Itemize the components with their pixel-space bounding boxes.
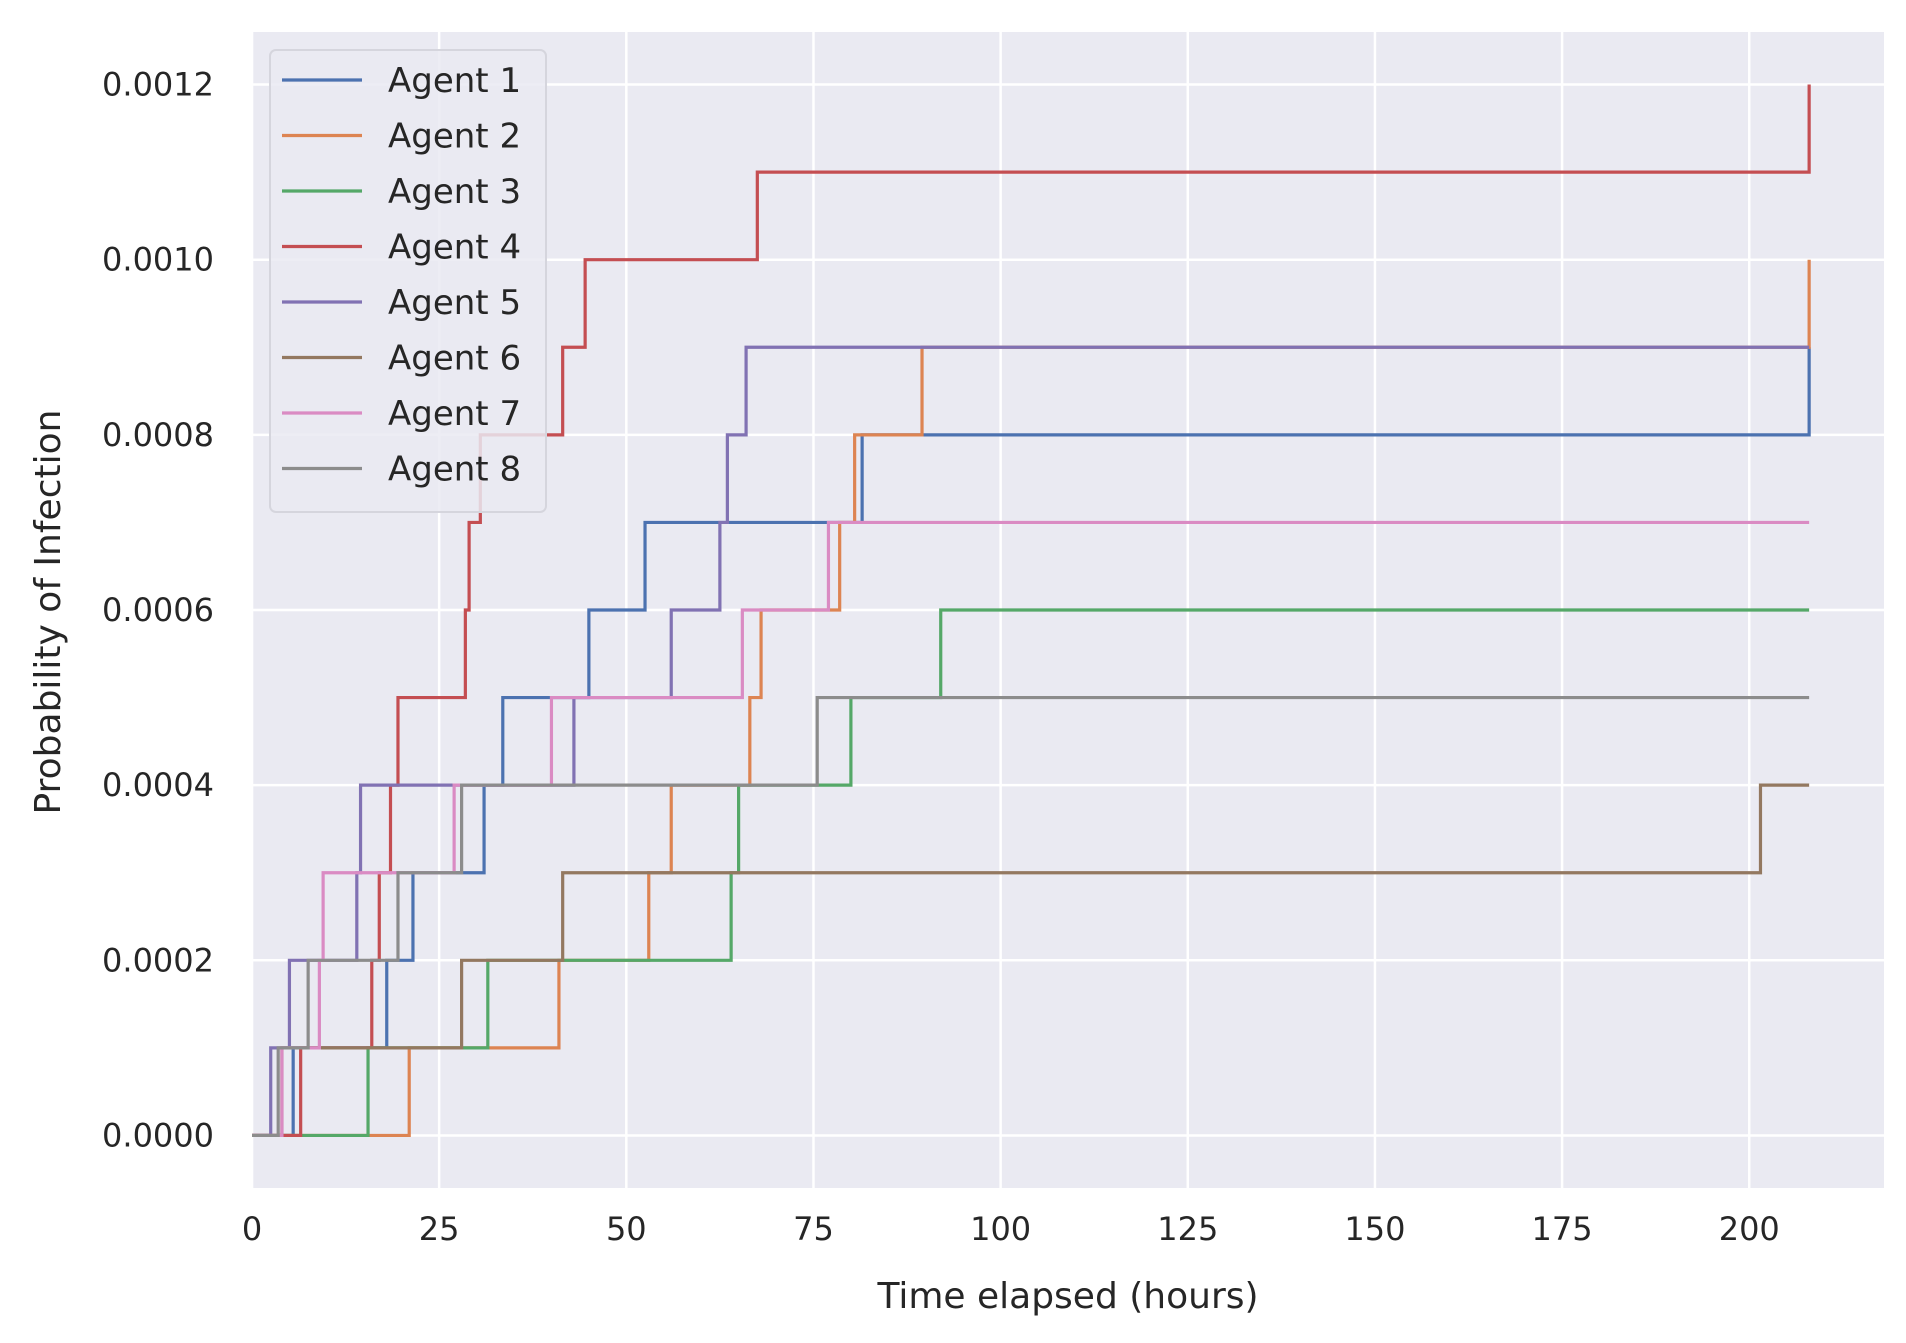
x-axis-title: Time elapsed (hours) [876, 1276, 1258, 1317]
x-tick-label: 50 [606, 1210, 647, 1248]
legend-label: Agent 6 [388, 339, 521, 379]
y-tick-label: 0.0006 [102, 591, 214, 629]
legend-label: Agent 5 [388, 283, 521, 323]
legend-label: Agent 3 [388, 172, 521, 212]
x-tick-label: 150 [1344, 1210, 1405, 1248]
legend-label: Agent 8 [388, 450, 521, 490]
x-tick-labels: 0 25 50 75 100 125 150 175 200 [242, 1210, 1780, 1248]
legend-label: Agent 4 [388, 228, 521, 268]
y-axis-title: Probability of Infection [28, 410, 69, 815]
x-tick-label: 75 [793, 1210, 834, 1248]
x-tick-label: 175 [1532, 1210, 1593, 1248]
y-tick-label: 0.0004 [102, 766, 214, 804]
legend-label: Agent 2 [388, 117, 521, 157]
x-tick-label: 25 [419, 1210, 460, 1248]
legend-label: Agent 7 [388, 394, 521, 434]
legend-label: Agent 1 [388, 61, 521, 101]
y-tick-label: 0.0012 [102, 66, 214, 104]
y-tick-label: 0.0002 [102, 941, 214, 979]
x-tick-label: 125 [1157, 1210, 1218, 1248]
y-tick-label: 0.0010 [102, 241, 214, 279]
x-tick-label: 100 [970, 1210, 1031, 1248]
series-layer [252, 84, 1811, 1138]
legend: Agent 1 Agent 2 Agent 3 Agent 4 Agent 5 Agent… [269, 49, 547, 513]
x-tick-label: 0 [242, 1210, 262, 1248]
series-line-agent-2 [252, 259, 1811, 1138]
y-tick-label: 0.0000 [102, 1116, 214, 1154]
series-line-agent-8 [252, 695, 1810, 1138]
x-tick-label: 200 [1719, 1210, 1780, 1248]
legend-box [269, 49, 547, 513]
y-tick-labels: 0.0000 0.0002 0.0004 0.0006 0.0008 0.0010 0.00… [102, 66, 214, 1155]
y-tick-label: 0.0008 [102, 416, 214, 454]
